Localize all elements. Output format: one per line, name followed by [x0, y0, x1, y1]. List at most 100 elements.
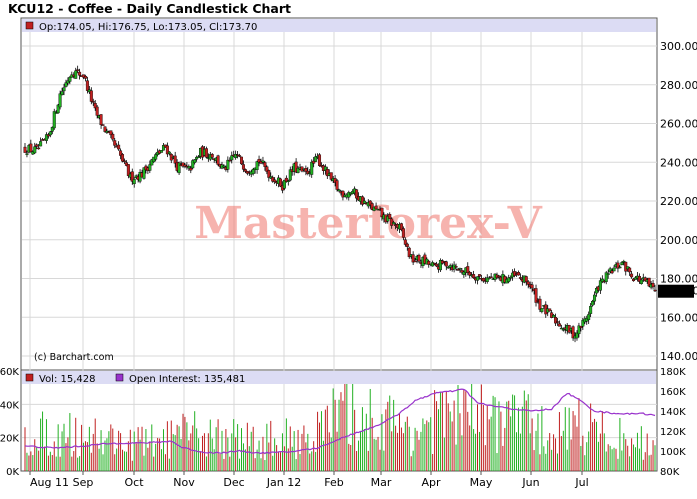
- candle-body: [555, 321, 559, 323]
- candle-body: [581, 320, 585, 327]
- candle-body: [392, 222, 396, 225]
- candle-body: [37, 147, 41, 150]
- candle-body: [608, 268, 612, 273]
- candle-body: [516, 272, 520, 276]
- price-tick-label: 140.00: [660, 350, 697, 363]
- oi-legend: Open Interest: 135,481: [129, 374, 245, 385]
- candle-body: [579, 326, 583, 328]
- candle-body: [46, 134, 50, 137]
- candle-body: [639, 279, 643, 285]
- oi-tick-label: 180K: [660, 367, 686, 378]
- candle-body: [355, 189, 359, 199]
- candle-body: [598, 280, 602, 291]
- candle-body: [33, 146, 37, 154]
- candle-body: [52, 111, 56, 129]
- x-tick-label: Feb: [324, 476, 343, 489]
- candle-body: [647, 277, 651, 287]
- candle-body: [413, 260, 417, 263]
- candle-body: [64, 82, 68, 87]
- candle-body: [261, 160, 265, 163]
- candle-body: [35, 144, 39, 147]
- candle-body: [600, 278, 604, 283]
- candle-body: [195, 156, 199, 160]
- candle-body: [191, 160, 195, 169]
- candle-body: [589, 305, 593, 314]
- candle-body: [255, 161, 259, 170]
- candle-body: [121, 154, 125, 162]
- candle-body: [454, 266, 458, 268]
- candle-body: [618, 266, 622, 269]
- candle-body: [632, 278, 636, 282]
- candle-body: [286, 180, 290, 182]
- candle-body: [240, 156, 244, 165]
- candle-body: [612, 267, 616, 272]
- candle-body: [318, 154, 322, 166]
- candle-body: [524, 276, 528, 282]
- candle-body: [95, 106, 99, 116]
- candle-body: [25, 153, 29, 155]
- candle-body: [571, 326, 575, 339]
- candle-body: [630, 273, 634, 278]
- candle-body: [279, 178, 283, 187]
- oi-tick-label: 80K: [660, 467, 680, 478]
- candle-body: [167, 151, 171, 154]
- candle-body: [477, 274, 481, 277]
- candle-body: [187, 166, 191, 169]
- candle-body: [265, 166, 269, 172]
- candle-body: [183, 164, 187, 167]
- oi-legend-swatch: [115, 373, 124, 382]
- x-tick-label: Oct: [124, 476, 144, 489]
- volume-tick-label: 0K: [6, 467, 19, 478]
- candle-body: [39, 141, 43, 147]
- candle-body: [23, 146, 27, 153]
- candle-body: [509, 276, 513, 279]
- oi-tick-label: 120K: [660, 427, 686, 438]
- candle-body: [653, 289, 657, 292]
- candle-body: [587, 314, 591, 320]
- candle-body: [405, 243, 409, 247]
- candle-body: [380, 207, 384, 218]
- candle-body: [360, 196, 364, 205]
- price-tick-label: 180.00: [660, 273, 697, 286]
- candle-body: [234, 153, 238, 158]
- candles: [23, 65, 657, 343]
- candle-body: [154, 154, 158, 160]
- candle-body: [181, 162, 185, 167]
- candle-body: [518, 277, 522, 279]
- candle-body: [56, 104, 60, 114]
- candle-body: [374, 205, 378, 210]
- x-tick-label: Jul: [574, 476, 588, 489]
- x-tick-label: Jun: [521, 476, 539, 489]
- oi-tick-label: 160K: [660, 387, 686, 398]
- candle-body: [197, 156, 201, 158]
- candle-body: [643, 277, 647, 282]
- price-legend-band: [22, 19, 656, 32]
- candle-body: [433, 262, 437, 265]
- volume-legend: Vol: 15,428: [39, 374, 96, 385]
- candle-body: [341, 190, 345, 198]
- candle-body: [417, 254, 421, 262]
- candle-body: [119, 150, 123, 156]
- candle-body: [251, 169, 255, 174]
- candle-body: [210, 154, 214, 158]
- candle-body: [335, 180, 339, 190]
- candle-body: [628, 267, 632, 273]
- chart-title: KCU12 - Coffee - Daily Candlestick Chart: [8, 1, 291, 16]
- candle-body: [93, 103, 97, 109]
- candle-body: [74, 70, 78, 79]
- candle-body: [113, 140, 117, 146]
- last-price-label: 173.70: [661, 285, 697, 298]
- oi-tick-label: 140K: [660, 407, 686, 418]
- candle-body: [401, 228, 405, 238]
- candle-body: [91, 101, 95, 103]
- candle-body: [548, 308, 552, 312]
- candle-body: [458, 268, 462, 270]
- price-tick-label: 220.00: [660, 195, 697, 208]
- candle-body: [622, 261, 626, 263]
- candle-body: [204, 148, 208, 158]
- price-tick-label: 240.00: [660, 156, 697, 169]
- price-tick-label: 260.00: [660, 118, 697, 131]
- candle-body: [161, 145, 165, 151]
- candle-body: [44, 134, 48, 141]
- candle-body: [466, 266, 470, 273]
